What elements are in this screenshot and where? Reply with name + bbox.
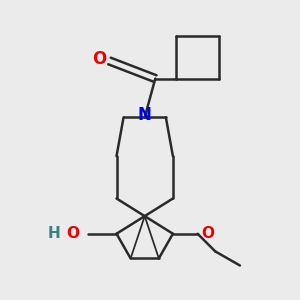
Text: O: O bbox=[92, 50, 106, 68]
Text: N: N bbox=[138, 106, 152, 124]
Text: O: O bbox=[201, 226, 214, 241]
Text: O: O bbox=[67, 226, 80, 241]
Text: H: H bbox=[47, 226, 60, 241]
